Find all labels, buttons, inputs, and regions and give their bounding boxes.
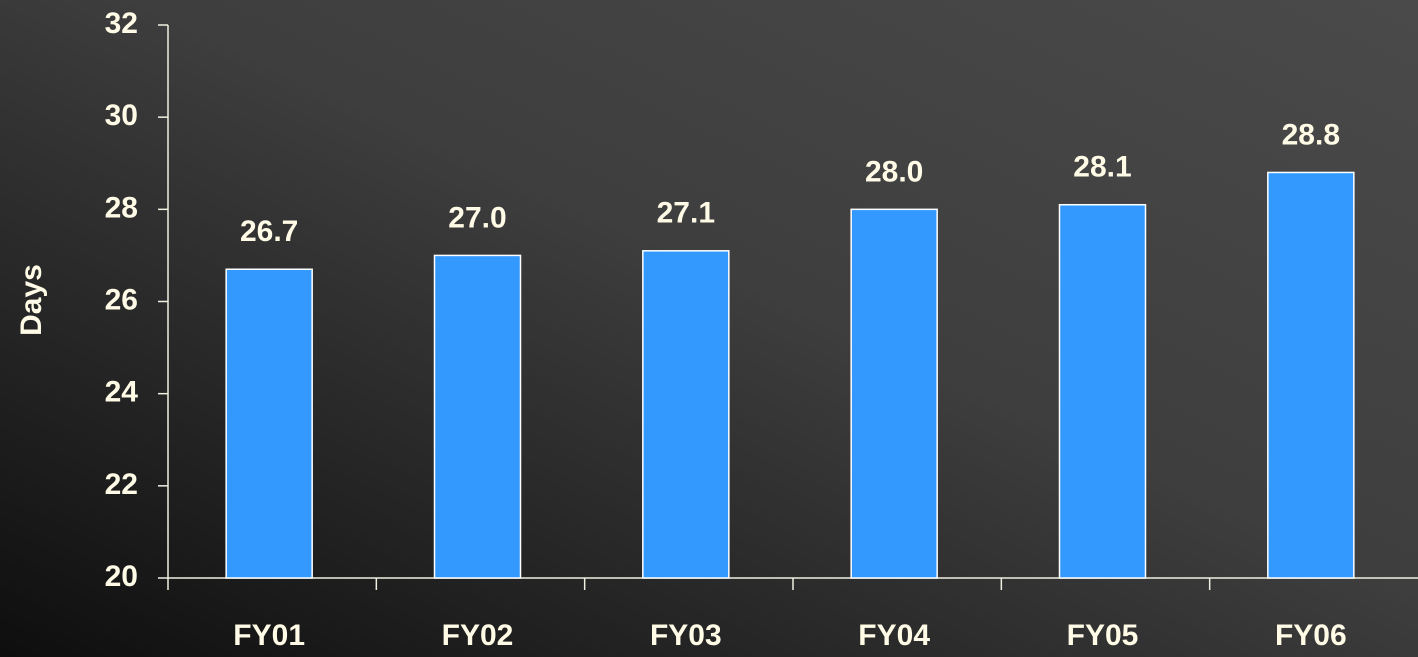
y-tick-label: 26	[105, 283, 138, 316]
data-label: 27.1	[657, 197, 715, 230]
y-axis-title: Days	[15, 264, 48, 336]
bar	[225, 268, 313, 579]
y-tick-label: 32	[105, 7, 138, 40]
x-tick-label: FY05	[1067, 619, 1139, 652]
y-tick-label: 30	[105, 99, 138, 132]
y-tick-label: 28	[105, 191, 138, 224]
bar	[433, 254, 522, 579]
x-tick-label: FY02	[442, 619, 514, 652]
data-label: 27.0	[448, 201, 506, 234]
y-tick-label: 24	[105, 376, 139, 409]
data-label: 28.8	[1282, 118, 1340, 151]
data-label: 26.7	[240, 215, 298, 248]
x-tick-label: FY03	[650, 619, 722, 652]
bar	[1267, 171, 1355, 579]
y-tick-label: 22	[105, 468, 138, 501]
bar	[850, 208, 938, 579]
bar	[642, 250, 730, 579]
x-tick-label: FY06	[1275, 619, 1347, 652]
data-label: 28.1	[1073, 151, 1131, 184]
bar	[1058, 203, 1147, 579]
data-label: 28.0	[865, 155, 923, 188]
x-tick-label: FY01	[233, 619, 305, 652]
y-tick-label: 20	[105, 560, 138, 593]
x-tick-label: FY04	[858, 619, 930, 652]
